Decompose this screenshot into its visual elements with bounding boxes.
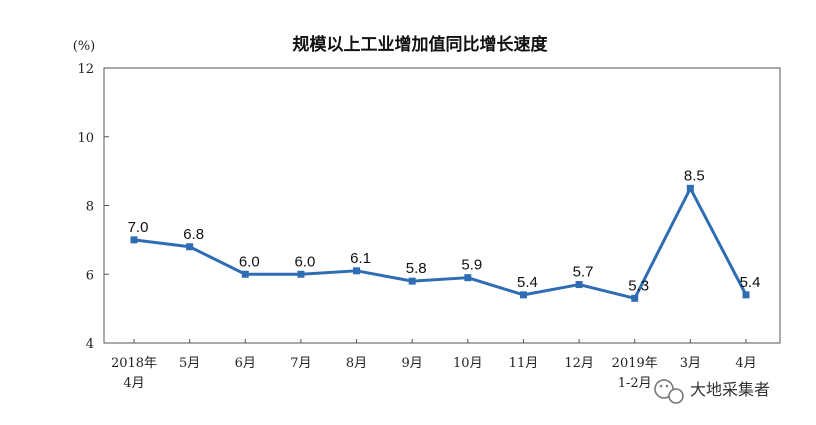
x-tick-label: 2019年	[612, 356, 658, 371]
data-point	[575, 281, 583, 289]
y-tick-label: 6	[86, 268, 94, 283]
x-tick-label: 5月	[179, 356, 200, 371]
y-axis-unit: (%)	[73, 39, 96, 54]
watermark: 大地采集者	[654, 379, 770, 404]
wechat-icon	[654, 379, 684, 404]
plot-frame	[103, 67, 781, 344]
y-tick-label: 4	[86, 337, 94, 352]
data-label: 6.8	[183, 226, 204, 243]
data-point	[519, 291, 527, 299]
data-label: 7.0	[128, 219, 149, 236]
data-labels: 7.0 6.8 6.0 6.0 6.1 5.8 5.9 5.4 5.7 5.3 8.5 5.4	[128, 167, 761, 294]
data-label: 5.7	[573, 264, 594, 281]
x-axis-ticks: 2018年 4月 5月 6月 7月 8月 9月 10月 11月 12月 2019年 1-2月 3月 4月	[111, 339, 757, 391]
x-tick-label: 3月	[680, 356, 701, 371]
data-point	[297, 270, 305, 278]
data-point	[464, 274, 472, 282]
data-point	[408, 277, 416, 285]
x-tick-label: 1-2月	[618, 376, 652, 391]
series-line	[133, 186, 748, 300]
chart-title: 规模以上工业增加值同比增长速度	[293, 34, 549, 55]
y-tick-label: 10	[77, 131, 94, 146]
y-tick-label: 8	[86, 200, 94, 215]
x-tick-label: 9月	[402, 356, 423, 371]
x-tick-label: 2018年	[111, 356, 157, 371]
data-label: 5.4	[517, 274, 538, 291]
data-point	[631, 294, 639, 302]
x-tick-label: 10月	[453, 356, 483, 371]
x-tick-label: 4月	[735, 356, 756, 371]
y-tick-label: 12	[77, 62, 94, 77]
x-tick-label: 4月	[123, 376, 144, 391]
x-tick-label: 6月	[235, 356, 256, 371]
x-tick-label: 11月	[509, 356, 539, 371]
x-tick-label: 8月	[346, 356, 367, 371]
data-label: 8.5	[684, 167, 705, 184]
data-point	[130, 236, 138, 244]
data-label: 5.8	[406, 260, 427, 277]
data-label: 5.3	[628, 277, 649, 294]
data-label: 6.0	[239, 253, 260, 270]
watermark-text: 大地采集者	[690, 380, 770, 399]
data-label: 6.0	[294, 253, 315, 270]
data-point	[186, 243, 194, 251]
data-point	[353, 267, 361, 275]
data-point	[686, 184, 694, 192]
data-label: 6.1	[350, 250, 371, 267]
data-point	[241, 270, 249, 278]
x-tick-label: 7月	[290, 356, 311, 371]
data-label: 5.9	[461, 257, 482, 274]
data-label: 5.4	[740, 274, 761, 291]
data-point	[742, 291, 750, 299]
series-points	[130, 184, 750, 302]
y-axis-ticks: 4 6 8 10 12	[77, 62, 109, 352]
x-tick-label: 12月	[564, 356, 594, 371]
